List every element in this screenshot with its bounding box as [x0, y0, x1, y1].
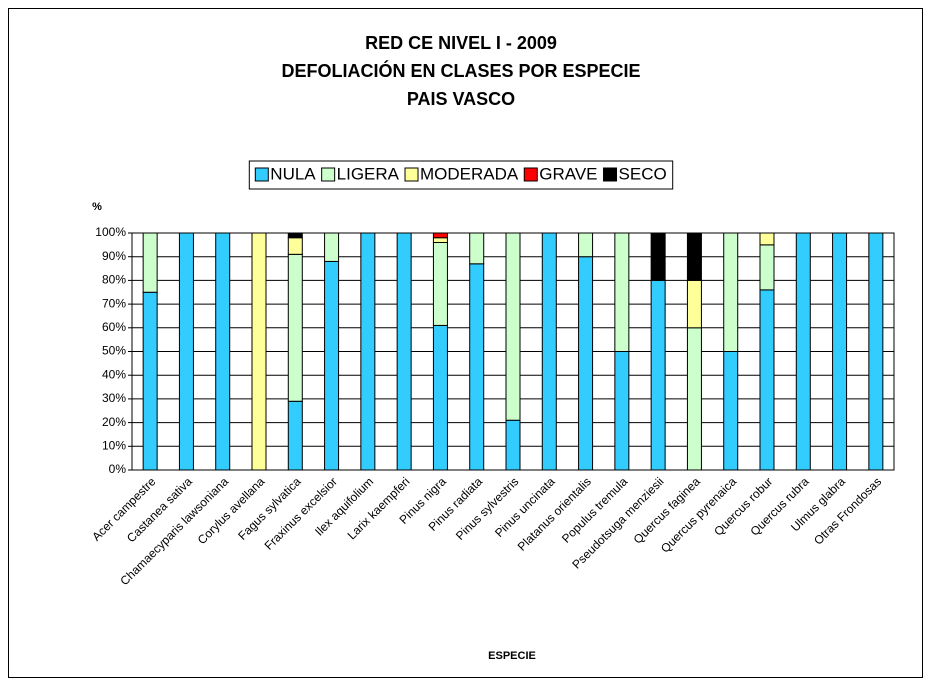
- bar-segment: [759, 244, 775, 291]
- y-tick-label: 0%: [109, 462, 127, 476]
- y-tick-label: 30%: [102, 391, 126, 405]
- bar-segment: [578, 232, 594, 258]
- y-tick-label: 80%: [102, 273, 126, 287]
- y-tick-label: 100%: [95, 225, 126, 239]
- y-tick-label: 60%: [102, 320, 126, 334]
- chart-title: RED CE NIVEL I - 2009: [365, 33, 557, 53]
- bar-segment: [432, 232, 448, 239]
- bar-segment: [505, 419, 521, 471]
- bar-segment: [287, 232, 303, 239]
- y-tick-label: 50%: [102, 344, 126, 358]
- y-tick-label: 10%: [102, 438, 126, 452]
- y-axis-label: %: [92, 201, 102, 213]
- bar-segment: [432, 237, 448, 243]
- legend-box: [248, 160, 674, 190]
- legend-swatch: [523, 167, 538, 182]
- bar-segment: [469, 263, 485, 471]
- legend-swatch: [603, 167, 618, 182]
- bar-segment: [324, 260, 340, 471]
- bar-segment: [614, 351, 630, 471]
- y-tick-label: 20%: [102, 415, 126, 429]
- bar-segment: [686, 327, 702, 471]
- bar-segment: [432, 241, 448, 326]
- bar-segment: [287, 253, 303, 402]
- bar-segment: [686, 279, 702, 329]
- legend-text: NULA: [270, 164, 316, 183]
- legend-text: LIGERA: [337, 164, 400, 183]
- bar-segment: [795, 232, 811, 471]
- bar-segment: [178, 232, 194, 471]
- bar-segment: [505, 232, 521, 421]
- bar-segment: [723, 232, 739, 352]
- y-tick-label: 90%: [102, 249, 126, 263]
- bar-segment: [650, 232, 666, 281]
- legend-text: GRAVE: [539, 164, 597, 183]
- bar-segment: [614, 232, 630, 352]
- bar-segment: [142, 232, 158, 293]
- bar-segment: [723, 351, 739, 471]
- bar-segment: [396, 232, 412, 471]
- legend-text: MODERADA: [420, 164, 519, 183]
- y-tick-label: 40%: [102, 367, 126, 381]
- bar-segment: [578, 256, 594, 471]
- bar-segment: [287, 237, 303, 255]
- bar-segment: [541, 232, 557, 471]
- bar-segment: [759, 232, 775, 246]
- y-tick-label: 70%: [102, 296, 126, 310]
- legend-swatch: [321, 167, 336, 182]
- bar-segment: [868, 232, 884, 471]
- chart-title: DEFOLIACIÓN EN CLASES POR ESPECIE: [281, 60, 640, 81]
- bar-segment: [251, 232, 267, 471]
- bar-segment: [142, 291, 158, 471]
- bar-segment: [287, 400, 303, 471]
- legend-swatch: [404, 167, 419, 182]
- bar-segment: [432, 324, 448, 471]
- bar-segment: [215, 232, 231, 471]
- bar-segment: [759, 289, 775, 471]
- bar-segment: [832, 232, 848, 471]
- chart-title: PAIS VASCO: [407, 89, 515, 109]
- legend-text: SECO: [619, 164, 667, 183]
- legend-swatch: [254, 167, 269, 182]
- bar-segment: [686, 232, 702, 281]
- bar-segment: [650, 279, 666, 471]
- bar-segment: [469, 232, 485, 265]
- bar-segment: [360, 232, 376, 471]
- x-axis-label: ESPECIE: [488, 650, 536, 662]
- bar-segment: [324, 232, 340, 262]
